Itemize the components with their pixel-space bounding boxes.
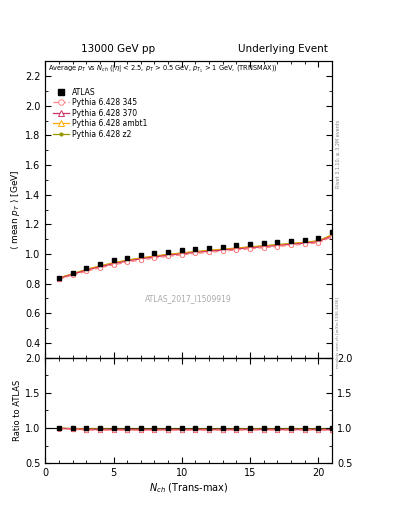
X-axis label: $N_{ch}$ (Trans-max): $N_{ch}$ (Trans-max) (149, 481, 228, 495)
Text: Underlying Event: Underlying Event (238, 44, 328, 54)
Text: Average $p_T$ vs $N_{ch}$ ($|\eta|$ < 2.5, $p_T$ > 0.5 GeV, $p_{T_1}$ > 1 GeV, (: Average $p_T$ vs $N_{ch}$ ($|\eta|$ < 2.… (48, 65, 278, 75)
Text: mcplots.cern.ch [arXiv:1306.3436]: mcplots.cern.ch [arXiv:1306.3436] (336, 297, 340, 368)
Text: 13000 GeV pp: 13000 GeV pp (81, 44, 155, 54)
Text: ATLAS_2017_I1509919: ATLAS_2017_I1509919 (145, 294, 232, 303)
Y-axis label: Ratio to ATLAS: Ratio to ATLAS (13, 380, 22, 441)
Y-axis label: $\langle$ mean $p_T$ $\rangle$ [GeV]: $\langle$ mean $p_T$ $\rangle$ [GeV] (9, 169, 22, 250)
Legend: ATLAS, Pythia 6.428 345, Pythia 6.428 370, Pythia 6.428 ambt1, Pythia 6.428 z2: ATLAS, Pythia 6.428 345, Pythia 6.428 37… (52, 86, 149, 140)
Text: Rivet 3.1.10, ≥ 3.2M events: Rivet 3.1.10, ≥ 3.2M events (336, 119, 341, 188)
